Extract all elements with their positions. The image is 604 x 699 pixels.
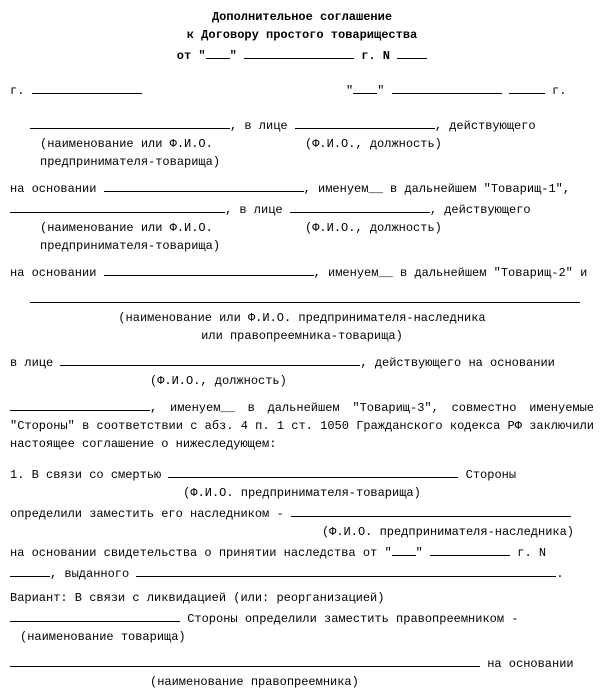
party2-name	[10, 198, 225, 213]
clause1-line3: на основании свидетельства о принятии на…	[10, 541, 594, 562]
basis2-blank	[104, 261, 314, 276]
clause1-l3c: г. N	[510, 546, 546, 560]
party1-line1: , в лице , действующего	[10, 114, 594, 135]
date-year-suffix: г.	[545, 84, 567, 98]
preamble-lead	[10, 396, 150, 411]
clause1-prefix: 1. В связи со смертью	[10, 468, 168, 482]
city-blank	[32, 79, 142, 94]
date-month	[392, 79, 502, 94]
variant-line2: Стороны определили заместить правопреемн…	[10, 607, 594, 628]
party2-end: , действующего	[430, 203, 531, 217]
clause1-hint2: (Ф.И.О. предпринимателя-наследника)	[10, 523, 594, 541]
party2-hints2: предпринимателя-товарища)	[10, 237, 594, 255]
basis2-end: , именуем__ в дальнейшем "Товарищ-2" и	[314, 266, 588, 280]
heir-blank	[30, 288, 580, 303]
variant-line3: на основании	[10, 652, 594, 673]
inperson-blank	[60, 351, 360, 366]
party1-hints: (наименование или Ф.И.О. (Ф.И.О., должно…	[10, 135, 594, 153]
place-date-row: г. " " г.	[10, 79, 594, 100]
variant-line1: Вариант: В связи с ликвидацией (или: рео…	[10, 589, 594, 607]
clause1-l4-blank	[136, 562, 556, 577]
inperson-end: , действующего на основании	[360, 356, 554, 370]
preamble-tail: , именуем__ в дальнейшем "Товарищ-3", со…	[10, 396, 594, 453]
blank-num	[397, 44, 427, 59]
party1-hint-right: (Ф.И.О., должность)	[305, 137, 442, 151]
party1-mid: , в лице	[230, 119, 295, 133]
title-mid1: "	[230, 49, 244, 63]
basis1-blank	[104, 177, 304, 192]
party1-hint-left2: предпринимателя-товарища)	[40, 155, 220, 169]
heir-hint2: или правопреемника-товарища)	[10, 327, 594, 345]
date-q1: "	[346, 84, 353, 98]
title-line3: от " " г. N	[10, 44, 594, 65]
heir-hint: (наименование или Ф.И.О. предпринимателя…	[10, 309, 594, 327]
party1-hints2: предпринимателя-товарища)	[10, 153, 594, 171]
variant-l2-end: Стороны определили заместить правопреемн…	[187, 612, 518, 626]
title-line2: к Договору простого товарищества	[10, 26, 594, 44]
basis1-mid: , именуем__ в дальнейшем "Товарищ-1",	[304, 182, 570, 196]
party1-end: , действующего	[435, 119, 536, 133]
variant-hint: (наименование товарища)	[10, 628, 594, 646]
clause1-l4a: , выданного	[50, 567, 136, 581]
basis1-line: на основании , именуем__ в дальнейшем "Т…	[10, 177, 594, 198]
clause1-l3-month	[430, 541, 510, 556]
title-line1: Дополнительное соглашение	[10, 8, 594, 26]
clause1-hint: (Ф.И.О. предпринимателя-товарища)	[10, 484, 594, 502]
clause1-l3-day	[392, 541, 416, 556]
basis2-line: на основании , именуем__ в дальнейшем "Т…	[10, 261, 594, 282]
clause1-l3b: "	[416, 546, 430, 560]
variant-prefix: Вариант: В связи с ликвидацией (или: рео…	[10, 591, 384, 605]
inperson-hint: (Ф.И.О., должность)	[10, 372, 594, 390]
party2-mid: , в лице	[225, 203, 290, 217]
basis2-prefix: на основании	[10, 266, 104, 280]
party2-hints: (наименование или Ф.И.О. (Ф.И.О., должно…	[10, 219, 594, 237]
party2-hint-right: (Ф.И.О., должность)	[305, 221, 442, 235]
party2-fio	[290, 198, 430, 213]
clause1-l3a: на основании свидетельства о принятии на…	[10, 546, 392, 560]
party2-hint-left: (наименование или Ф.И.О.	[40, 221, 213, 235]
variant-hint2: (наименование правопреемника)	[10, 673, 594, 691]
clause1-line2: определили заместить его наследником -	[10, 502, 594, 523]
variant-l3-blank	[10, 652, 480, 667]
party1-fio	[295, 114, 435, 129]
party2-line1: , в лице , действующего	[10, 198, 594, 219]
date-day	[353, 79, 377, 94]
party2-hint-left2: предпринимателя-товарища)	[40, 239, 220, 253]
variant-l3-end: на основании	[480, 657, 574, 671]
basis1-prefix: на основании	[10, 182, 104, 196]
clause1-l4-lead	[10, 562, 50, 577]
blank-month	[244, 44, 354, 59]
party1-hint-left: (наименование или Ф.И.О.	[40, 137, 213, 151]
city-prefix: г.	[10, 84, 32, 98]
inperson-line: в лице , действующего на основании	[10, 351, 594, 372]
date-year	[509, 79, 545, 94]
party1-name	[30, 114, 230, 129]
clause1-line4: , выданного .	[10, 562, 594, 583]
heir-fullline	[10, 288, 594, 309]
inperson-prefix: в лице	[10, 356, 60, 370]
title-mid2: г. N	[354, 49, 397, 63]
clause1-end: Стороны	[458, 468, 516, 482]
title-prefix: от "	[177, 49, 206, 63]
date-q2: "	[377, 84, 391, 98]
clause1-line2-blank	[291, 502, 571, 517]
variant-lead	[10, 607, 180, 622]
clause1-line1: 1. В связи со смертью Стороны	[10, 463, 594, 484]
clause1-line2-text: определили заместить его наследником -	[10, 507, 291, 521]
blank-day	[206, 44, 230, 59]
clause1-blank	[168, 463, 458, 478]
